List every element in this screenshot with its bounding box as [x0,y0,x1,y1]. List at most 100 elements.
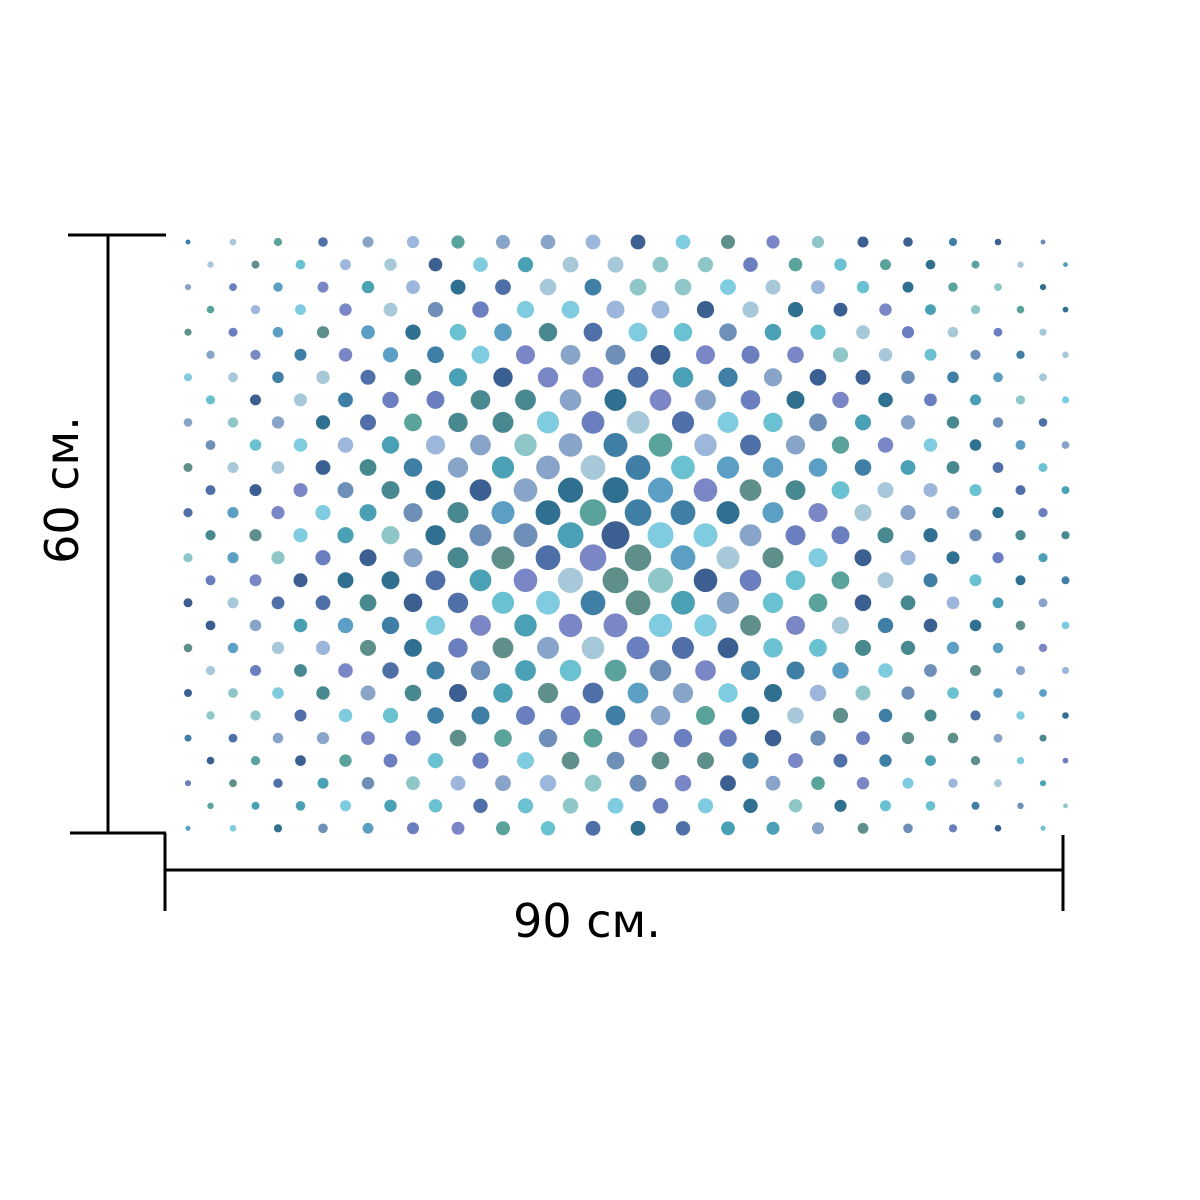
dot [903,237,913,247]
dot [673,728,693,748]
dot [513,523,538,548]
dot [877,437,894,453]
dot [184,689,192,697]
dot [361,731,375,745]
dot [831,481,850,499]
dot [695,389,716,411]
dot [721,235,735,249]
dot [743,798,758,813]
dot [271,551,285,565]
dot [630,820,646,836]
dot [1061,486,1070,495]
dot [540,821,556,836]
dot [249,619,262,632]
dot [406,235,420,249]
dot [1062,351,1069,359]
dot [318,237,328,247]
dot [808,593,828,613]
dot [1063,803,1068,809]
dot [674,775,692,792]
dot [604,388,627,411]
dot [739,479,762,501]
dot [384,258,397,271]
dot [652,256,669,273]
dot [206,305,215,314]
dot [670,500,696,525]
dot [948,237,958,247]
dot [923,573,938,588]
dot [538,323,558,342]
dot [514,614,537,637]
dot [808,548,828,568]
dot [249,439,262,451]
dot [316,686,330,700]
dot [742,301,759,318]
dot [878,348,893,362]
dot [491,501,515,525]
dot [1016,756,1025,765]
dot [854,459,872,476]
dot [809,639,827,657]
dot [495,279,511,295]
dot [361,325,375,340]
dot [900,550,916,566]
dot [560,344,581,365]
dot [1038,553,1048,563]
dot [834,258,847,271]
dot [382,347,399,363]
dot [947,371,959,384]
dot [1039,373,1047,382]
dot [765,775,781,791]
dot [786,661,805,680]
dot [362,236,374,248]
dot [650,705,671,726]
dot [515,389,536,411]
dot [581,636,605,660]
dot [449,323,467,341]
dot [228,688,238,698]
dot [831,571,850,590]
dot [229,238,237,246]
dot [877,482,894,499]
dot [1039,734,1047,742]
dot [227,417,239,428]
dot [449,684,467,702]
dot [381,526,400,545]
dot [652,798,669,814]
dot [969,439,982,451]
dot [183,418,193,427]
dot [900,640,916,656]
dot [250,710,261,721]
dot [425,480,446,500]
dot [492,637,514,659]
dot [560,705,581,726]
dot [1017,802,1024,809]
dot [447,592,469,613]
dot [340,800,351,812]
dot [1015,395,1026,405]
dot [427,753,444,769]
dot [271,416,285,429]
dot [228,327,238,337]
dot [448,638,468,658]
dot [923,618,938,633]
dot [946,506,960,520]
dot [557,477,584,503]
dot [315,550,331,566]
dot [536,411,560,434]
dot [496,235,510,249]
dot [948,282,958,292]
dot [229,283,237,291]
dot [880,259,891,271]
dot [206,711,215,720]
dot [450,279,466,295]
dot [855,414,871,431]
dot [647,567,674,593]
dot [788,753,803,769]
dot [651,751,670,770]
dot [808,458,828,477]
dot [516,706,535,725]
dot [249,484,262,497]
dot [969,619,982,632]
dot [694,433,717,457]
